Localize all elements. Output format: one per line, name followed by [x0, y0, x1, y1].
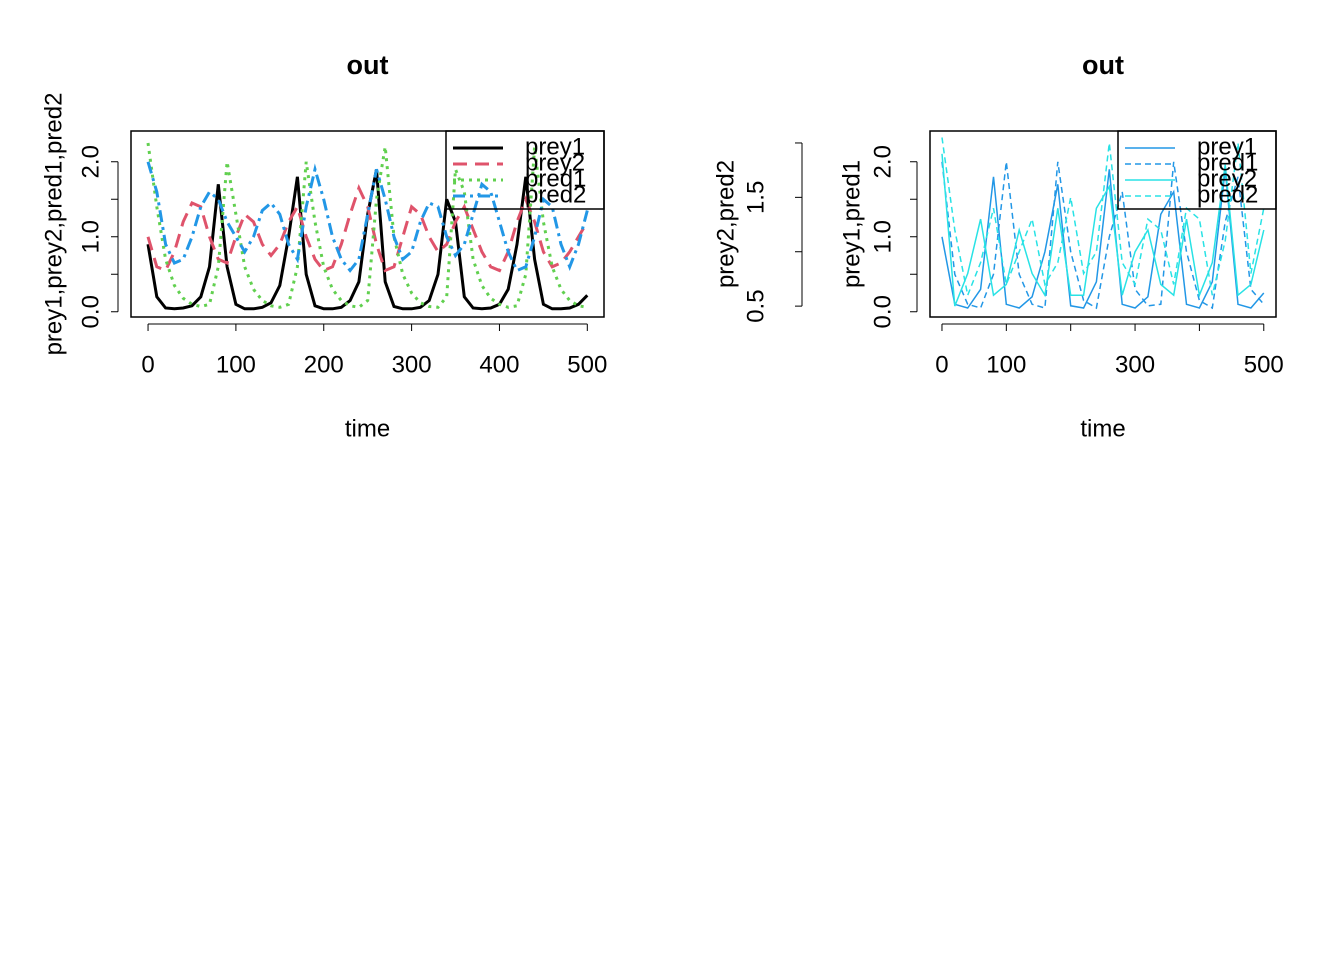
legend-label: pred1 — [525, 165, 586, 192]
chart: out time prey1,prey2,pred1,pred2 0 100 200 300… — [40, 50, 607, 442]
x-tick-label: 100 — [986, 351, 1026, 378]
x-tick-label: 100 — [216, 351, 256, 378]
x-tick-label: 0 — [141, 351, 154, 378]
series-line — [146, 161, 589, 273]
plot-area — [146, 142, 589, 311]
legend-box — [445, 130, 605, 210]
series-line — [941, 137, 1265, 298]
y-axis-label: prey1,pred1 — [838, 160, 865, 288]
chart: out time prey1,pred1 0 100 300 500 0.0 1.0 2.0 0.5… — [712, 50, 1283, 442]
plot-box — [929, 130, 1277, 318]
legend-label: pred2 — [1197, 181, 1258, 208]
y-tick-label: 0.5 — [742, 289, 769, 322]
x-tick-label: 500 — [1244, 351, 1284, 378]
x-tick-label: 500 — [567, 351, 607, 378]
x-tick-label: 300 — [392, 351, 432, 378]
legend-label: prey2 — [525, 149, 585, 176]
legend-box — [1117, 130, 1277, 210]
legend-label: prey1 — [525, 133, 585, 160]
legend-label: prey1 — [1197, 133, 1257, 160]
series-line — [941, 161, 1265, 310]
x-axis-label: time — [1080, 415, 1125, 442]
y-tick-label: 2.0 — [77, 145, 104, 178]
chart-title: out — [1082, 50, 1124, 80]
y-tick-label: 0.0 — [77, 295, 104, 328]
y-tick-label: 2.0 — [869, 145, 896, 178]
x-tick-label: 300 — [1115, 351, 1155, 378]
y-tick-label: 0.0 — [869, 295, 896, 328]
x-tick-label: 200 — [304, 351, 344, 378]
plot-box — [130, 130, 605, 318]
y-tick-label: 1.0 — [869, 220, 896, 253]
series-line — [146, 169, 589, 311]
y-tick-label: 1.0 — [77, 220, 104, 253]
y-axis-label: prey1,prey2,pred1,pred2 — [40, 93, 67, 356]
y2-axis-label: prey2,pred2 — [712, 160, 739, 288]
chart-title: out — [347, 50, 389, 80]
y-tick-label: 1.5 — [742, 181, 769, 214]
plot-area — [941, 137, 1265, 310]
series-line — [146, 142, 588, 309]
x-tick-label: 400 — [479, 351, 519, 378]
x-tick-label: 0 — [935, 351, 948, 378]
x-axis-label: time — [345, 415, 390, 442]
legend-label: pred2 — [525, 181, 586, 208]
legend-label: prey2 — [1197, 165, 1257, 192]
legend-label: pred1 — [1197, 149, 1258, 176]
